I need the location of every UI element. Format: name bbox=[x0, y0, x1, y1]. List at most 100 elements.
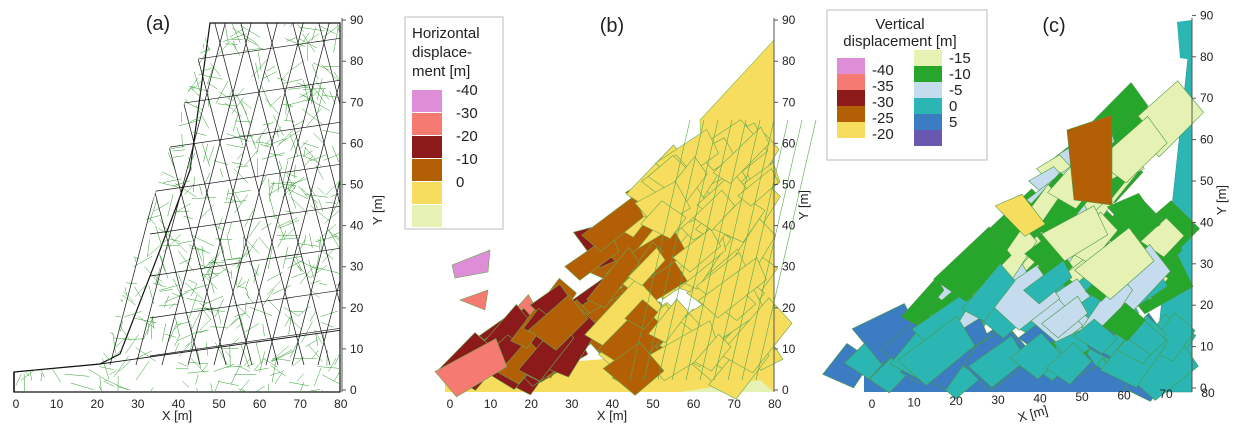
panel-b-horizontal-displacement: 0 10 20 30 40 50 60 70 80 90 0 10 20 30 40 50 60 70 80 (b… bbox=[400, 0, 820, 427]
y-tick-label: 0 bbox=[782, 383, 789, 397]
rock-block bbox=[627, 247, 666, 286]
rock-block bbox=[1073, 318, 1118, 355]
rock-block bbox=[1106, 193, 1161, 240]
y-tick-label: 10 bbox=[1200, 340, 1214, 354]
legend-swatch bbox=[412, 205, 442, 227]
y-tick-labels: 0 10 20 30 40 50 60 70 80 90 bbox=[1192, 8, 1214, 395]
y-tick-label: 60 bbox=[350, 136, 364, 150]
legend-label: -40 bbox=[456, 82, 478, 99]
y-tick-label: 40 bbox=[350, 219, 364, 233]
y-tick-label: 0 bbox=[1200, 381, 1207, 395]
rock-block bbox=[1023, 260, 1073, 305]
legend-swatch bbox=[837, 106, 865, 122]
y-tick-label: 70 bbox=[1200, 91, 1214, 105]
legend: Horizontal displace- ment [m] -40 -30 -20 -… bbox=[404, 16, 504, 230]
x-tick-label: 10 bbox=[484, 397, 498, 411]
y-tick-label: 30 bbox=[782, 260, 796, 274]
x-axis-label: X [m] bbox=[1016, 402, 1049, 425]
y-tick-labels: 0 10 20 30 40 50 60 70 80 90 bbox=[342, 13, 364, 397]
y-tick-label: 90 bbox=[350, 13, 364, 27]
y-tick-label: 60 bbox=[1200, 133, 1214, 147]
y-axis-label: Y [m] bbox=[370, 195, 385, 225]
x-axis-label: X [m] bbox=[597, 408, 627, 423]
y-tick-label: 90 bbox=[782, 13, 796, 27]
legend-label: -30 bbox=[456, 105, 478, 122]
x-tick-label: 60 bbox=[1117, 389, 1131, 403]
legend-swatch bbox=[837, 58, 865, 74]
legend-swatch bbox=[412, 113, 442, 135]
panel-label: (a) bbox=[146, 13, 170, 35]
y-tick-labels: 0 10 20 30 40 50 60 70 80 90 bbox=[774, 13, 796, 397]
x-tick-label: 60 bbox=[253, 397, 267, 411]
rock-block bbox=[961, 263, 1016, 322]
panel-c-vertical-displacement: 0 10 20 30 40 50 60 70 80 90 0 10 20 30 40 50 60 70 80 (c… bbox=[822, 0, 1237, 427]
x-tick-label: 70 bbox=[294, 397, 308, 411]
y-tick-label: 50 bbox=[1200, 174, 1214, 188]
legend-swatch bbox=[412, 159, 442, 181]
panel-label: (b) bbox=[600, 15, 624, 37]
legend-swatch bbox=[914, 98, 942, 114]
panel-a-svg: 0 10 20 30 40 50 60 70 80 90 0 10 20 30 40 50 60 70 80 (a… bbox=[13, 13, 385, 423]
y-tick-label: 20 bbox=[1200, 298, 1214, 312]
legend-title-line-1: Vertical bbox=[875, 16, 924, 33]
rock-block bbox=[933, 226, 1012, 303]
legend-swatch bbox=[914, 130, 942, 146]
legend-label: -10 bbox=[456, 151, 478, 168]
rock-block bbox=[624, 299, 659, 330]
y-tick-label: 70 bbox=[350, 95, 364, 109]
legend-label: -20 bbox=[872, 126, 894, 143]
rock-block bbox=[586, 246, 640, 309]
rock-block bbox=[1074, 227, 1155, 300]
x-tick-label: 0 bbox=[447, 397, 454, 411]
y-tick-label: 50 bbox=[782, 178, 796, 192]
x-tick-label: 10 bbox=[907, 396, 921, 410]
x-tick-label: 30 bbox=[131, 397, 145, 411]
y-tick-label: 80 bbox=[350, 54, 364, 68]
rock-block bbox=[528, 294, 589, 351]
legend-title-line-1: Horizontal bbox=[412, 25, 480, 42]
legend-swatch bbox=[914, 82, 942, 98]
x-tick-label: 20 bbox=[949, 394, 963, 408]
rock-block bbox=[1096, 116, 1168, 184]
legend-swatch bbox=[412, 136, 442, 158]
y-tick-label: 80 bbox=[1200, 50, 1214, 64]
x-tick-label: 40 bbox=[1033, 391, 1047, 405]
y-tick-label: 70 bbox=[782, 95, 796, 109]
x-tick-label: 40 bbox=[172, 397, 186, 411]
x-tick-label: 60 bbox=[687, 397, 701, 411]
y-tick-label: 50 bbox=[350, 178, 364, 192]
x-tick-label: 40 bbox=[606, 397, 620, 411]
rock-block bbox=[1045, 342, 1092, 385]
y-tick-label: 30 bbox=[350, 260, 364, 274]
y-axis-label: Y [m] bbox=[1214, 185, 1229, 215]
legend-label: -25 bbox=[872, 110, 894, 127]
y-tick-label: 0 bbox=[350, 383, 357, 397]
x-tick-label: 70 bbox=[728, 397, 742, 411]
legend-label: -20 bbox=[456, 128, 478, 145]
y-tick-label: 10 bbox=[782, 342, 796, 356]
legend-title-line-3: ment [m] bbox=[412, 63, 470, 80]
x-tick-label: 50 bbox=[646, 397, 660, 411]
y-tick-label: 40 bbox=[782, 219, 796, 233]
y-tick-label: 90 bbox=[1200, 8, 1214, 22]
rock-block bbox=[648, 298, 689, 343]
x-tick-label: 20 bbox=[525, 397, 539, 411]
y-tick-label: 30 bbox=[1200, 257, 1214, 271]
y-tick-label: 40 bbox=[1200, 215, 1214, 229]
legend-label: -40 bbox=[872, 62, 894, 79]
x-tick-label: 10 bbox=[50, 397, 64, 411]
panel-label: (c) bbox=[1042, 15, 1065, 37]
x-tick-label: 0 bbox=[13, 397, 20, 411]
rock-block bbox=[602, 342, 665, 396]
rock-block bbox=[697, 257, 767, 319]
x-tick-label: 30 bbox=[565, 397, 579, 411]
rock-block bbox=[1041, 295, 1088, 339]
rock-block bbox=[1101, 302, 1146, 342]
rock-block bbox=[1041, 205, 1109, 262]
panel-b-svg: 0 10 20 30 40 50 60 70 80 90 0 10 20 30 40 50 60 70 80 (b… bbox=[404, 13, 817, 423]
legend-label: 5 bbox=[949, 114, 957, 131]
legend-label: 0 bbox=[456, 174, 464, 191]
displacement-blocks bbox=[822, 19, 1204, 402]
legend-title-line-2: displacement [m] bbox=[843, 33, 956, 50]
y-axis-label: Y [m] bbox=[796, 190, 811, 220]
